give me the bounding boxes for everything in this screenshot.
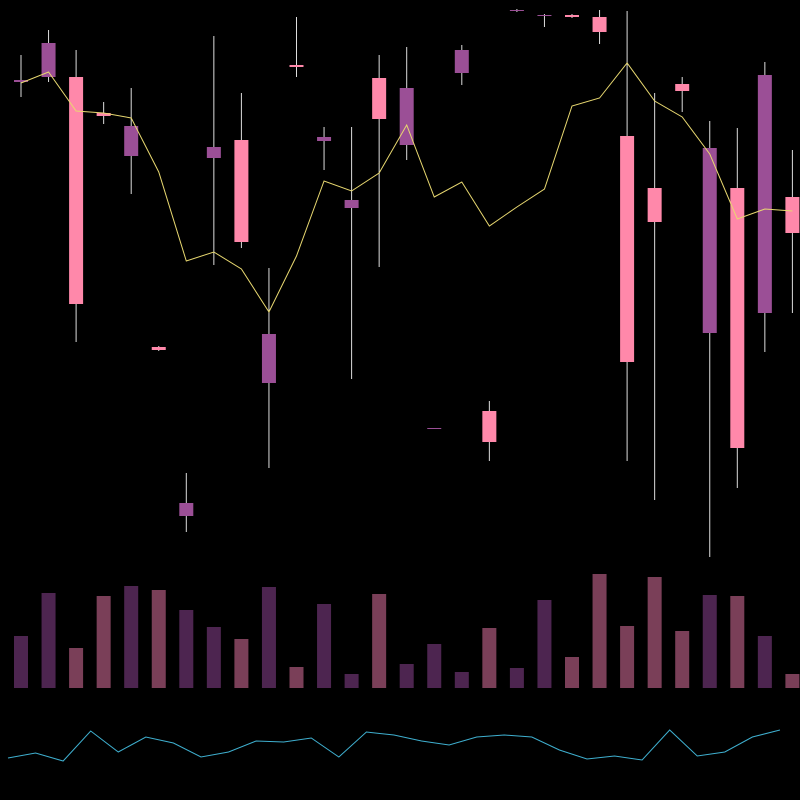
candle-body (702, 148, 717, 333)
candle-body (289, 65, 304, 67)
candle-body (261, 334, 276, 383)
candle-body (757, 75, 772, 313)
candle-body (317, 137, 332, 141)
candle-body (785, 197, 800, 233)
volume-bar (702, 595, 717, 688)
volume-bar (730, 596, 745, 688)
volume-bar (124, 586, 139, 688)
candle-body (14, 80, 28, 82)
volume-bar (482, 628, 497, 688)
candle-body (372, 78, 387, 119)
candle-body (41, 43, 56, 77)
volume-bar (454, 672, 469, 688)
candle-body (565, 15, 579, 17)
candle-body (592, 17, 607, 32)
volume-bar (206, 627, 221, 688)
volume-bar (69, 648, 84, 688)
candle-body (344, 200, 359, 208)
volume-bar (399, 664, 414, 688)
candle-body (124, 126, 139, 156)
candle-body (537, 15, 552, 16)
candle-body (151, 347, 166, 350)
volume-bar (179, 610, 194, 688)
candle-body (675, 84, 690, 91)
volume-bar (427, 644, 442, 688)
volume-bar (372, 594, 387, 688)
candle-body (179, 503, 194, 516)
volume-bar (647, 577, 662, 688)
candle-body (206, 147, 221, 158)
volume-bar (620, 626, 635, 688)
candle-body (620, 136, 635, 362)
volume-bar (261, 587, 276, 688)
candle-body (730, 188, 745, 448)
volume-bar (565, 657, 579, 688)
volume-bar (592, 574, 607, 688)
moving-average-line (20, 62, 793, 314)
volume-bar (344, 674, 359, 688)
volume-bar (289, 667, 304, 688)
candle-body (647, 188, 662, 222)
volume-bar (41, 593, 56, 688)
candle-body (427, 428, 442, 429)
volume-bar (509, 668, 524, 688)
volume-bar (96, 596, 111, 688)
volume-bar (785, 674, 800, 688)
indicator-line (7, 729, 781, 762)
candle-body (509, 10, 524, 11)
volume-bar (537, 600, 552, 688)
candle-body (234, 140, 249, 242)
candle-body (69, 77, 84, 304)
candle-body (454, 50, 469, 73)
volume-bar (317, 604, 332, 688)
volume-bar (14, 636, 28, 688)
volume-bar (151, 590, 166, 688)
candle-body (96, 113, 111, 116)
volume-bar (757, 636, 772, 688)
volume-bar (675, 631, 690, 688)
volume-bar (234, 639, 249, 688)
candle-body (482, 411, 497, 442)
